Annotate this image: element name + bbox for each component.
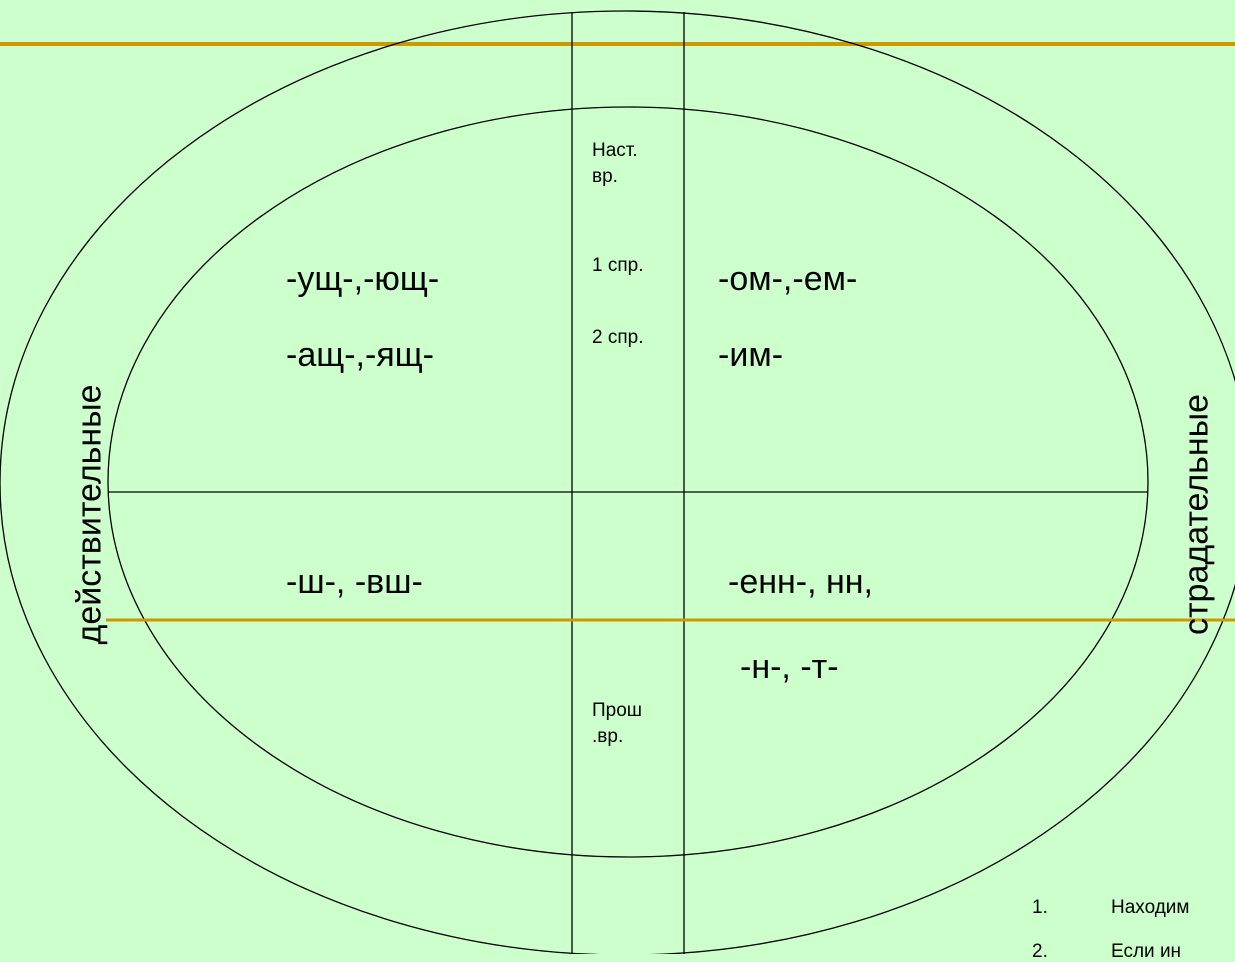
list-item-1-text: Находим [1111,898,1190,917]
present-tense-label: Наст. вр. [592,138,638,190]
passive-participles-label: страдательные [1178,335,1217,695]
conjugation-2-label: 2 спр. [592,325,643,351]
passive-present-suffix-2: -им- [718,338,783,372]
list-item-2-text: Если ин [1111,942,1181,961]
past-tense-line-2: .вр. [592,724,642,750]
conjugation-1-label: 1 спр. [592,253,643,279]
list-item-1: 1. Находим [1032,898,1048,917]
active-participles-label: действительные [71,335,110,695]
list-item-2: 2. Если ин [1032,942,1048,961]
passive-past-suffix-1: -енн-, нн, [728,565,873,599]
past-tense-label: Прош .вр. [592,698,642,750]
list-item-1-number: 1. [1032,897,1048,918]
passive-present-suffix-1: -ом-,-ем- [718,262,857,296]
present-tense-line-1: Наст. [592,138,638,164]
passive-past-suffix-2: -н-, -т- [740,650,839,684]
past-tense-line-1: Прош [592,698,642,724]
list-item-2-number: 2. [1032,941,1048,962]
present-tense-line-2: вр. [592,164,638,190]
active-present-suffix-1: -ущ-,-ющ- [286,262,439,296]
active-present-suffix-2: -ащ-,-ящ- [286,338,434,372]
active-past-suffix: -ш-, -вш- [286,565,423,599]
